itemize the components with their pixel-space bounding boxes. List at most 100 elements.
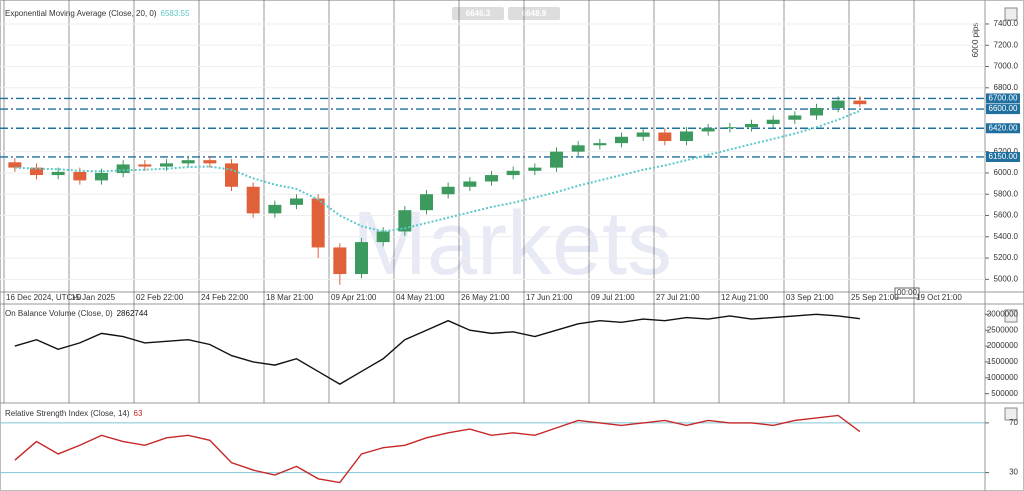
candle-body — [831, 100, 845, 109]
cursor-time-box — [894, 287, 920, 299]
level-label: 6420.00 — [989, 123, 1018, 132]
pane-title: Relative Strength Index (Close, 14) — [5, 409, 130, 418]
close-pane-button[interactable] — [1004, 309, 1018, 323]
candle-body — [51, 171, 65, 176]
y-tick-label: 2500000 — [987, 325, 1019, 334]
y-tick-label: 5800.0 — [994, 189, 1019, 198]
candle-body — [116, 164, 130, 173]
level-label-box — [986, 93, 1020, 104]
x-tick-label: 19 Oct 21:00 — [916, 293, 962, 302]
y-tick-label: 3000000 — [987, 309, 1019, 318]
level-label: 6150.00 — [989, 152, 1018, 161]
candle-body — [203, 160, 217, 164]
level-label-box — [986, 104, 1020, 115]
candle-body — [658, 132, 672, 142]
y-tick-label: 5600.0 — [994, 211, 1019, 220]
candle-body — [398, 210, 412, 232]
x-tick-label: 27 Jul 21:00 — [656, 293, 700, 302]
level-label: 6700.00 — [989, 94, 1018, 103]
y-tick-label: 1000000 — [987, 373, 1019, 382]
candle-body — [225, 163, 238, 187]
close-pane-button[interactable] — [1004, 407, 1018, 421]
y-tick-label: 5400.0 — [994, 232, 1019, 241]
candle-body — [355, 242, 368, 275]
candle-body — [810, 108, 823, 116]
candle-body — [615, 136, 628, 144]
x-tick-label: 26 May 21:00 — [461, 293, 510, 302]
y-tick-label: 6200.0 — [994, 147, 1019, 156]
candle-body — [30, 167, 43, 176]
candle-body — [593, 143, 607, 146]
candle-body — [528, 167, 542, 171]
ask-button[interactable] — [508, 7, 560, 20]
y-tick-label: 2000000 — [987, 341, 1019, 350]
candle-body — [463, 181, 477, 187]
candle-body — [376, 231, 390, 243]
candle-body — [853, 100, 867, 105]
x-tick-label: 12 Aug 21:00 — [721, 293, 769, 302]
y-tick-label: 500000 — [991, 389, 1018, 398]
expand-button[interactable] — [1004, 7, 1018, 21]
x-tick-label: 17 Jun 21:00 — [526, 293, 573, 302]
x-tick-label: 18 Mar 21:00 — [266, 293, 314, 302]
candle-body — [550, 151, 563, 168]
x-tick-label: 03 Sep 21:00 — [786, 293, 834, 302]
x-tick-label: 24 Feb 22:00 — [201, 293, 249, 302]
ask-price: 6648.9 — [522, 9, 547, 18]
pips-label: 6000 pips — [971, 23, 980, 58]
level-label: 6600.00 — [989, 104, 1018, 113]
candle-body — [138, 164, 152, 167]
candle-body — [246, 186, 260, 214]
candle-body — [181, 160, 195, 164]
pane-value: 63 — [134, 409, 143, 418]
pane-title: On Balance Volume (Close, 0) — [5, 309, 113, 318]
y-tick-label: 70 — [1009, 418, 1018, 427]
candle-body — [506, 170, 520, 176]
candle-body — [160, 163, 173, 167]
x-tick-label: 04 May 21:00 — [396, 293, 445, 302]
candle-body — [333, 247, 347, 275]
y-tick-label: 6800.0 — [994, 83, 1019, 92]
level-label-box — [986, 151, 1020, 162]
candle-body — [680, 131, 693, 142]
pane-title: Exponential Moving Average (Close, 20, 0… — [5, 9, 157, 18]
candle-body — [311, 198, 325, 248]
y-tick-label: 5000.0 — [994, 274, 1019, 283]
candle-body — [8, 162, 22, 168]
x-tick-label: 25 Sep 21:00 — [851, 293, 899, 302]
watermark: Markets — [352, 194, 672, 294]
y-tick-label: 30 — [1009, 468, 1018, 477]
x-tick-label: 15 Jan 2025 — [71, 293, 116, 302]
series-line — [14, 414, 861, 484]
pane-value: 2862744 — [117, 309, 149, 318]
candle-body — [441, 186, 455, 195]
candle-body — [723, 127, 737, 129]
bid-price: 6646.3 — [466, 9, 491, 18]
candle-body — [571, 145, 585, 152]
y-tick-label: 7000.0 — [994, 62, 1019, 71]
x-tick-label: 09 Apr 21:00 — [331, 293, 377, 302]
y-tick-label: 5200.0 — [994, 253, 1019, 262]
level-label-box — [986, 123, 1020, 134]
y-tick-label: 6000.0 — [994, 168, 1019, 177]
x-tick-label: 02 Feb 22:00 — [136, 293, 184, 302]
x-tick-label: 09 Jul 21:00 — [591, 293, 635, 302]
pane-value: 6583.55 — [161, 9, 190, 18]
x-tick-label: 16 Dec 2024, UTC+0 — [6, 293, 82, 302]
candle-body — [788, 115, 802, 120]
candle-body — [745, 123, 758, 128]
y-tick-label: 1500000 — [987, 357, 1019, 366]
candle-body — [268, 204, 282, 214]
y-tick-label: 7400.0 — [994, 19, 1019, 28]
candle-body — [95, 172, 108, 181]
candle-body — [290, 198, 303, 205]
bid-button[interactable] — [452, 7, 504, 20]
candle-body — [701, 128, 715, 132]
candle-body — [420, 194, 433, 211]
candle-body — [485, 175, 498, 182]
cursor-time: 00:00 — [897, 288, 918, 297]
candle-body — [73, 171, 87, 181]
candle-body — [766, 119, 780, 124]
